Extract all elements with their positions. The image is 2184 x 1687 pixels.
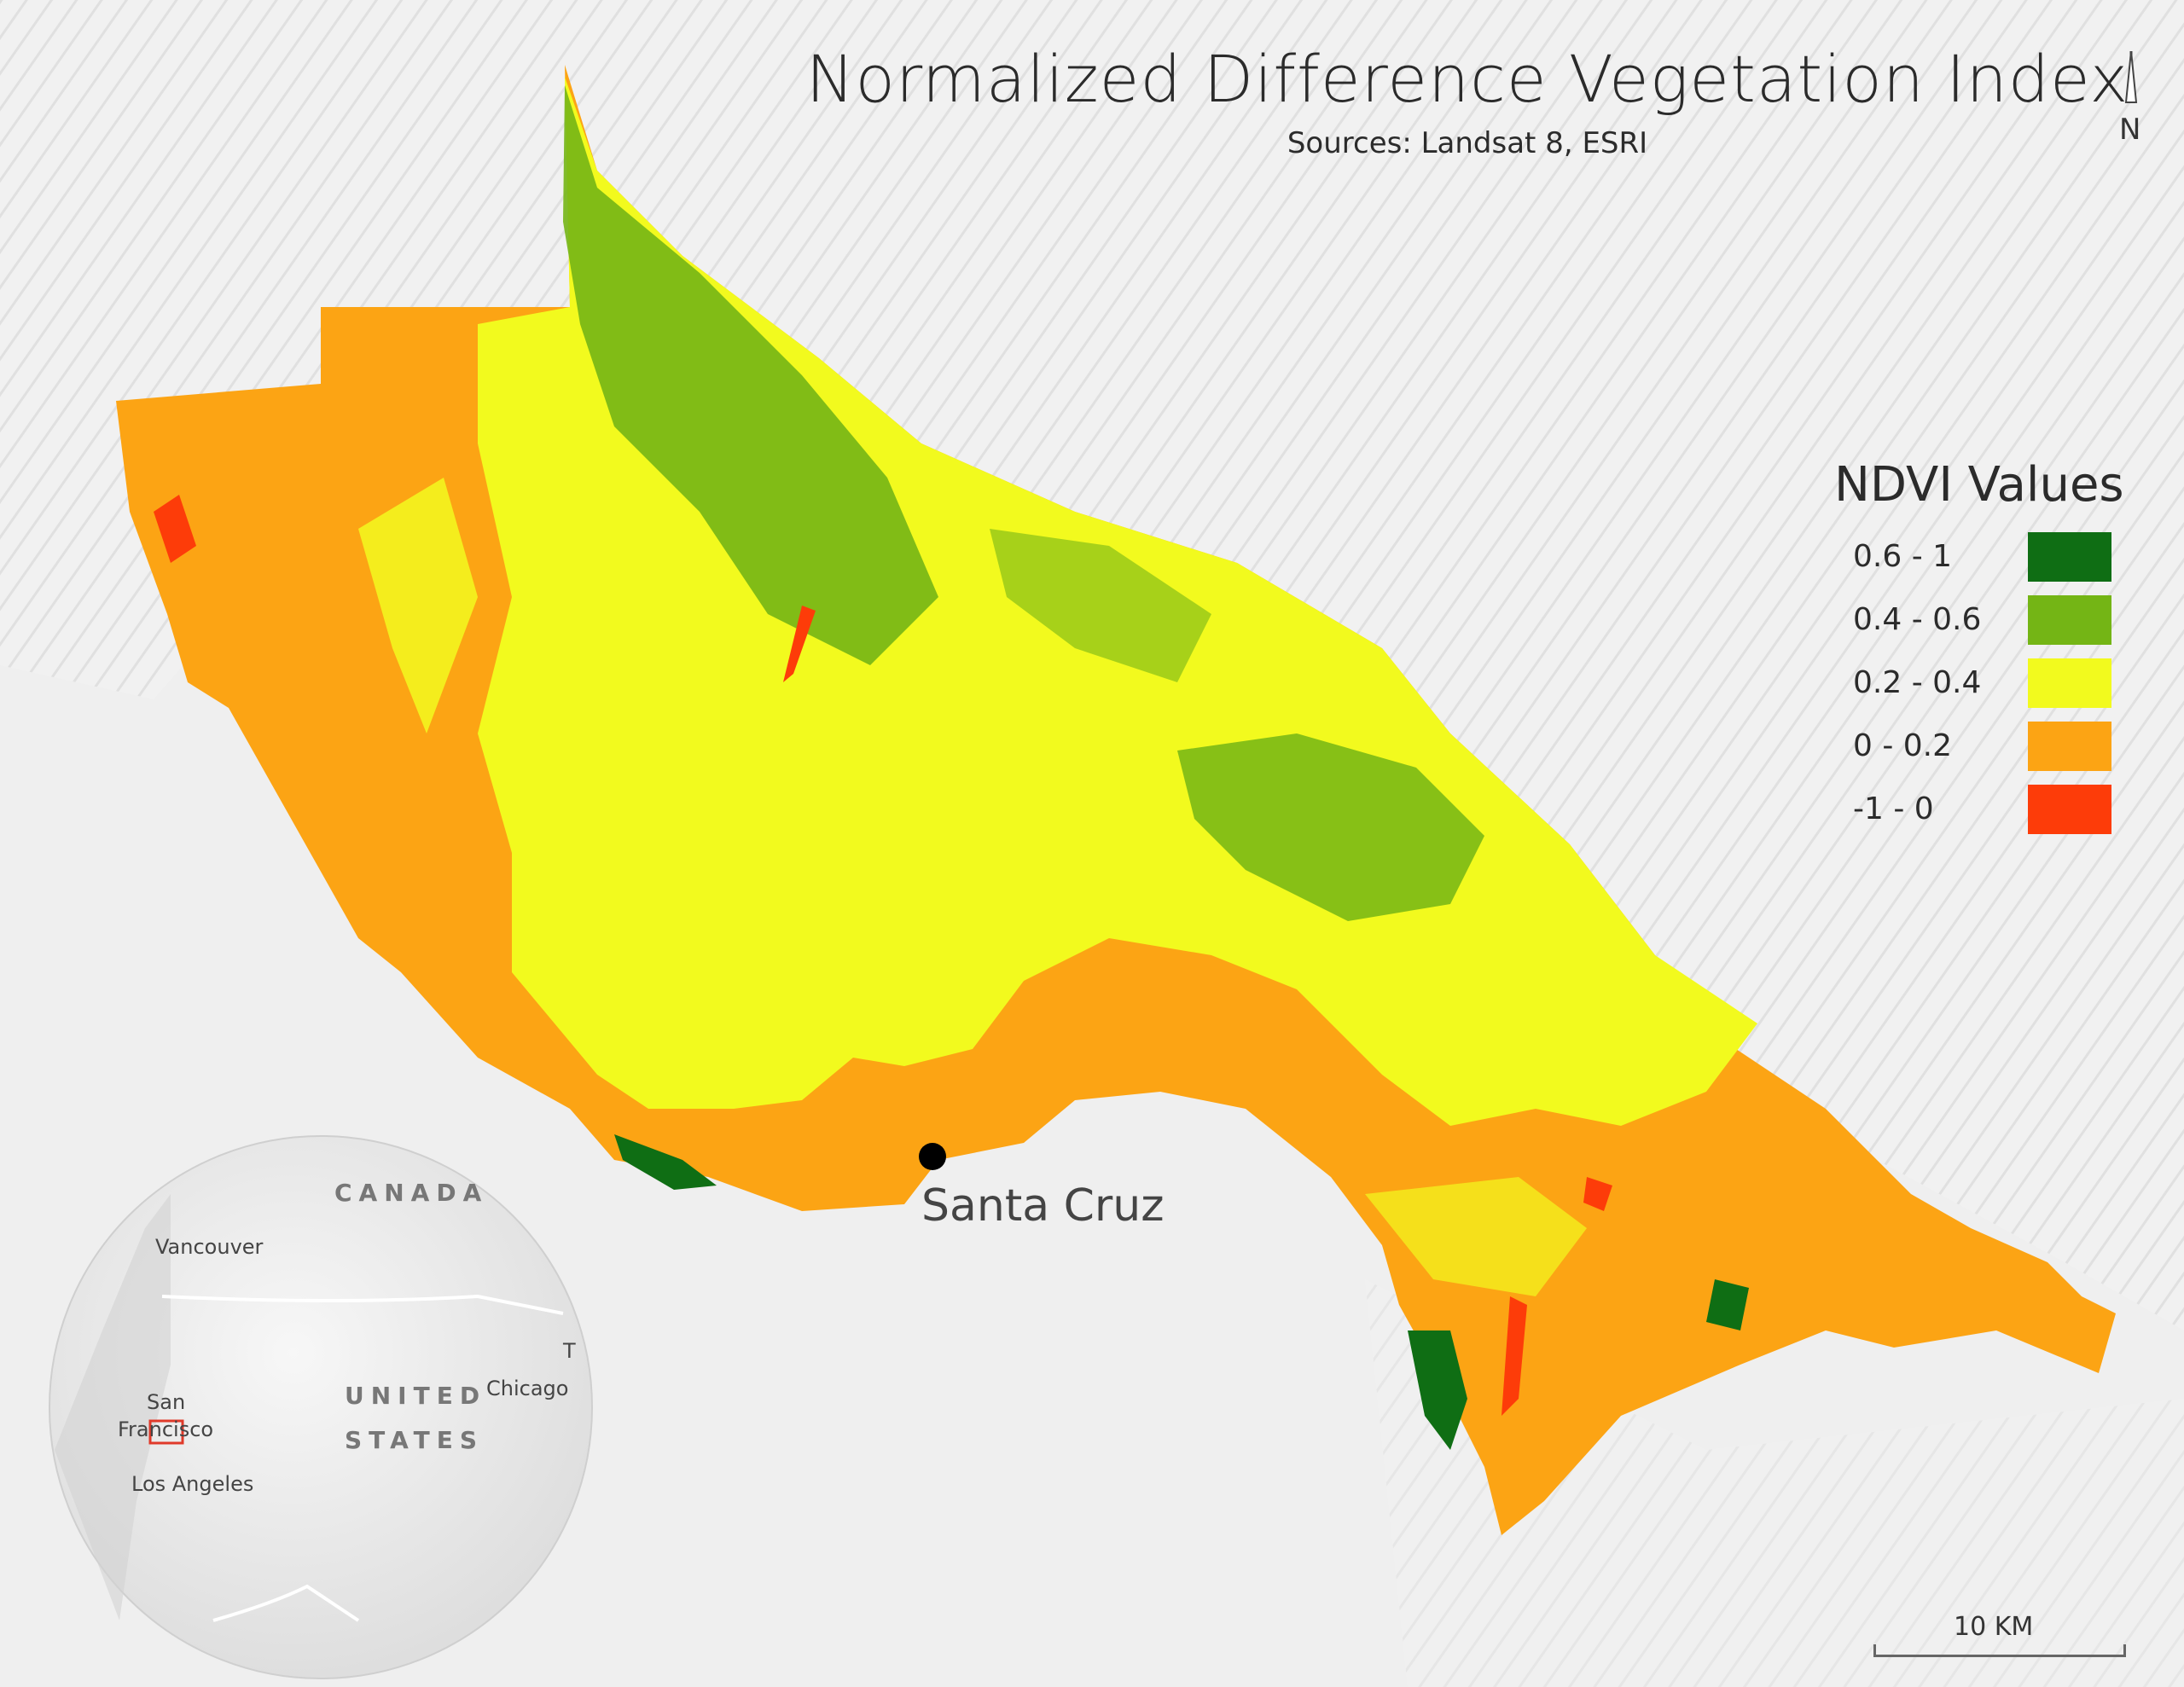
legend-title: NDVI Values [1834, 457, 2124, 513]
inset-label-canada: CANADA [334, 1179, 489, 1207]
ndvi-high-fields-east [1706, 1279, 1749, 1330]
inset-label-states: STATES [345, 1426, 484, 1454]
legend-item: 0.2 - 0.4 [1853, 658, 2111, 710]
ndvi-mid-high-north [563, 85, 938, 665]
ndvi-mid-high-east [1177, 733, 1484, 921]
inset-label-san: San [147, 1390, 186, 1414]
inset-ocean [55, 1194, 171, 1620]
north-arrow-icon [2124, 51, 2138, 103]
legend-swatch [2028, 532, 2111, 582]
inset-border-line-south [212, 1584, 360, 1622]
inset-globe [49, 1135, 593, 1679]
ndvi-negative-pond [1583, 1177, 1612, 1211]
legend-item-label: 0.6 - 1 [1853, 539, 1953, 574]
inset-label-t: T [563, 1339, 576, 1363]
map-title: Normalized Difference Vegetation Index [805, 41, 2129, 117]
ndvi-negative-ridge [783, 606, 816, 682]
legend-item-label: 0.2 - 0.4 [1853, 665, 1982, 700]
scale-label: 10 KM [1954, 1612, 2034, 1642]
city-marker-icon [919, 1143, 946, 1170]
legend-item: 0 - 0.2 [1853, 722, 2111, 773]
north-label: N [2119, 113, 2141, 147]
ndvi-mid-patch-west [358, 478, 478, 733]
legend-item-label: 0 - 0.2 [1853, 728, 1953, 763]
ndvi-negative-river [1502, 1296, 1527, 1416]
inset-label-francisco: Francisco [118, 1417, 214, 1441]
ndvi-mid-patch-south [1365, 1177, 1587, 1296]
scale-bar [1873, 1644, 2126, 1657]
city-label: Santa Cruz [921, 1180, 1165, 1232]
ndvi-high-fields-south [1408, 1330, 1467, 1450]
legend-swatch [2028, 785, 2111, 834]
legend-item: 0.6 - 1 [1853, 532, 2111, 583]
inset-locator-box [148, 1419, 184, 1445]
legend-swatch [2028, 658, 2111, 708]
inset-map: CANADA Vancouver UNITED STATES San Franc… [48, 1134, 594, 1680]
ndvi-high-fields-coast [614, 1134, 717, 1190]
inset-border-line [161, 1294, 564, 1315]
inset-label-chicago: Chicago [486, 1377, 569, 1400]
terrain-hillshade-south [1365, 1279, 2184, 1687]
inset-label-united: UNITED [345, 1382, 487, 1410]
legend-item-label: -1 - 0 [1853, 791, 1934, 826]
legend-swatch [2028, 722, 2111, 771]
ndvi-mid-high-ridge [990, 529, 1211, 682]
legend-item: -1 - 0 [1853, 785, 2111, 836]
legend-item: 0.4 - 0.6 [1853, 595, 2111, 646]
inset-label-los-angeles: Los Angeles [131, 1472, 254, 1496]
map-subtitle: Sources: Landsat 8, ESRI [1287, 126, 1648, 160]
inset-label-vancouver: Vancouver [155, 1235, 264, 1259]
legend-item-label: 0.4 - 0.6 [1853, 602, 1982, 637]
ndvi-negative-west [154, 495, 196, 563]
legend-swatch [2028, 595, 2111, 645]
